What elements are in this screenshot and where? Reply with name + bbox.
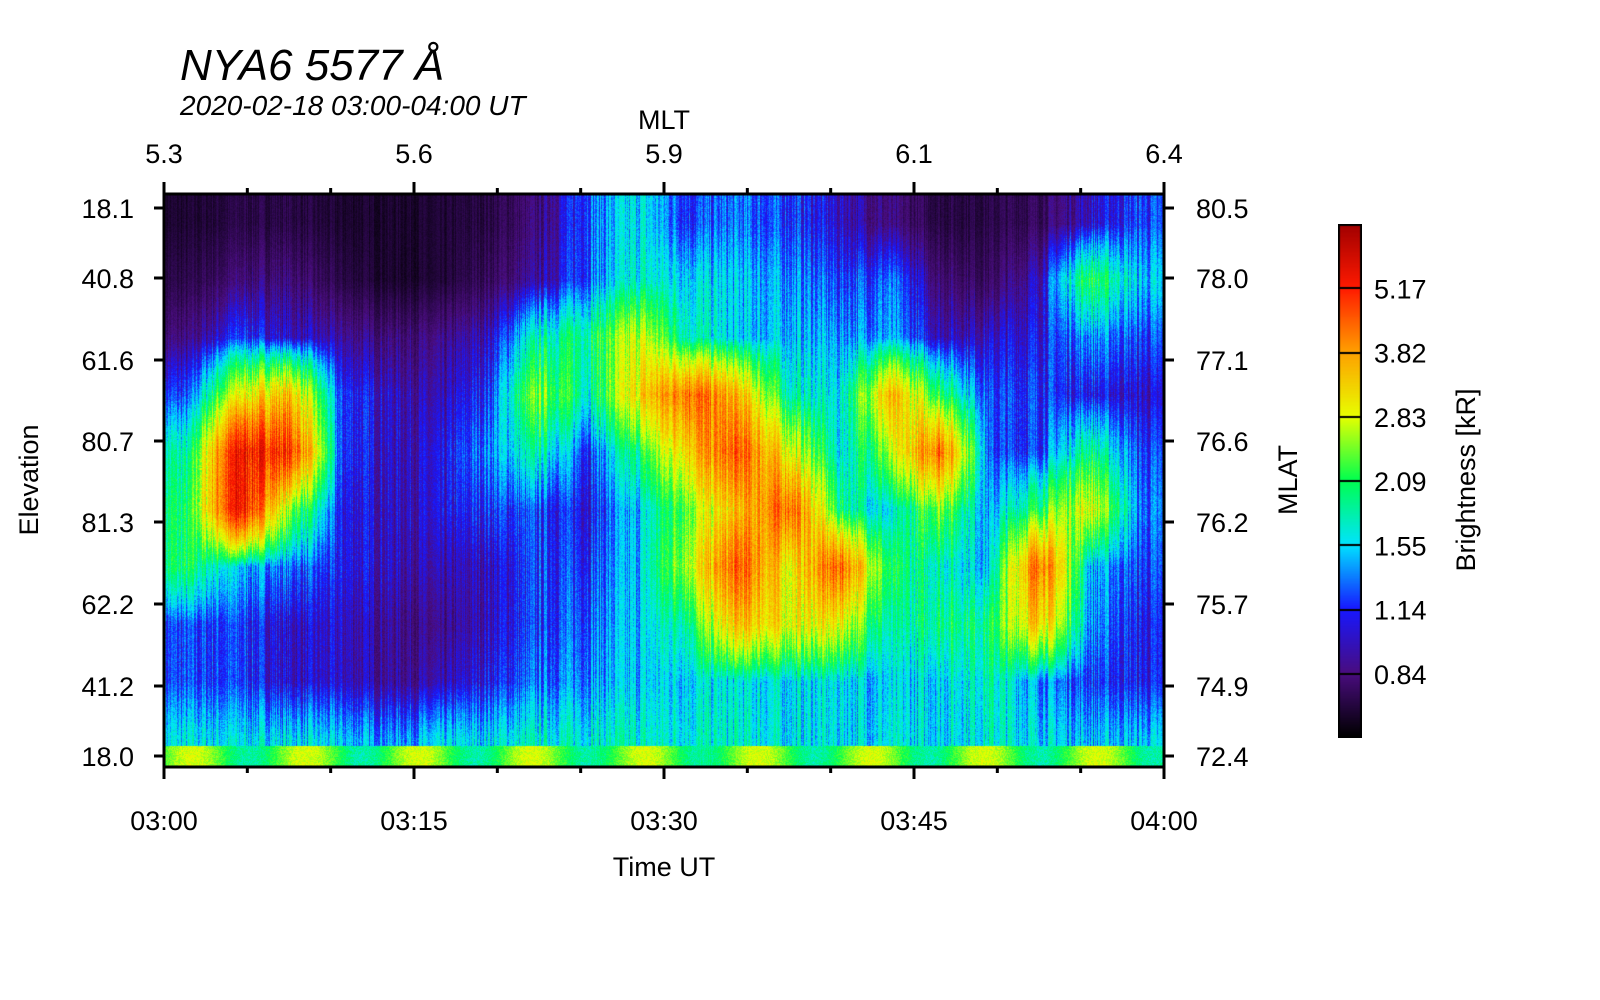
colorbar-tick-label: 3.82 xyxy=(1374,339,1427,369)
top-axis-label: MLT xyxy=(638,105,690,135)
y-tick-label: 61.6 xyxy=(81,346,134,376)
colorbar-tick-label: 5.17 xyxy=(1374,274,1427,304)
x-tick-label: 03:45 xyxy=(880,806,948,836)
right-tick-label: 78.0 xyxy=(1196,264,1249,294)
colorbar-tick-label: 2.09 xyxy=(1374,467,1427,497)
colorbar-tick-label: 0.84 xyxy=(1374,660,1427,690)
y-tick-label: 80.7 xyxy=(81,427,134,457)
y-tick-label: 18.0 xyxy=(81,742,134,772)
colorbar-label: Brightness [kR] xyxy=(1451,388,1481,571)
right-tick-label: 80.5 xyxy=(1196,194,1249,224)
x-tick-label: 03:00 xyxy=(130,806,198,836)
y-tick-label: 40.8 xyxy=(81,264,134,294)
tick-labels: 03:00 03:15 03:30 03:45 04:00 5.3 5.6 5.9 6.1 6.4… xyxy=(81,139,1426,836)
x-tick-label: 03:15 xyxy=(380,806,448,836)
y-tick-label: 81.3 xyxy=(81,508,134,538)
colorbar-tick-label: 1.14 xyxy=(1374,596,1427,626)
right-tick-label: 75.7 xyxy=(1196,590,1249,620)
y-tick-label: 41.2 xyxy=(81,672,134,702)
top-tick-label: 5.6 xyxy=(395,139,433,169)
colorbar-tick-label: 1.55 xyxy=(1374,531,1427,561)
colorbar-tick-label: 2.83 xyxy=(1374,403,1427,433)
top-tick-label: 6.1 xyxy=(895,139,933,169)
keogram-heatmap xyxy=(164,194,1164,767)
y-tick-label: 62.2 xyxy=(81,590,134,620)
right-tick-label: 76.6 xyxy=(1196,427,1249,457)
right-tick-label: 76.2 xyxy=(1196,508,1249,538)
y-tick-label: 18.1 xyxy=(81,194,134,224)
y-axis-label: Elevation xyxy=(14,424,44,535)
right-tick-label: 77.1 xyxy=(1196,346,1249,376)
colorbar xyxy=(1338,224,1362,738)
right-tick-label: 74.9 xyxy=(1196,672,1249,702)
top-tick-label: 5.3 xyxy=(145,139,183,169)
right-tick-label: 72.4 xyxy=(1196,742,1249,772)
right-axis-label: MLAT xyxy=(1273,445,1303,515)
chart-subtitle: 2020-02-18 03:00-04:00 UT xyxy=(180,90,526,121)
top-tick-label: 5.9 xyxy=(645,139,683,169)
axis-ticks xyxy=(154,182,1174,779)
top-tick-label: 6.4 xyxy=(1145,139,1183,169)
x-tick-label: 03:30 xyxy=(630,806,698,836)
x-tick-label: 04:00 xyxy=(1130,806,1198,836)
x-axis-label: Time UT xyxy=(613,852,716,882)
chart-title: NYA6 5577 Å xyxy=(180,41,445,90)
